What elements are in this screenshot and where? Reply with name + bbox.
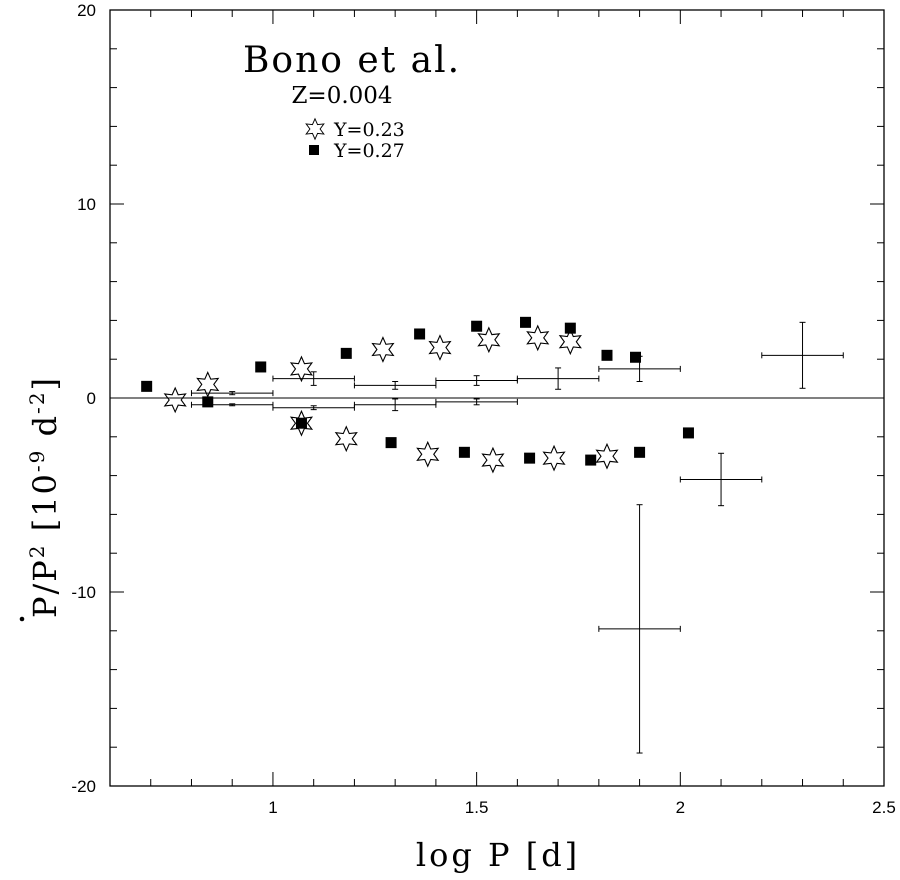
legend: Y=0.23 Y=0.27 [305, 118, 405, 162]
x-tick-label: 2.5 [872, 798, 896, 817]
square-point [385, 437, 397, 449]
x-tick-label: 1 [268, 798, 277, 817]
y-tick-label: -10 [71, 583, 96, 602]
error-bar [435, 398, 518, 406]
axis-ticks [109, 9, 885, 787]
star-point [164, 387, 187, 413]
square-point [471, 320, 483, 332]
square-point [414, 328, 426, 340]
square-point [141, 380, 153, 392]
legend-star-marker [305, 118, 325, 140]
error-bar [353, 398, 437, 412]
error-bar [272, 371, 355, 386]
square-point [634, 446, 646, 458]
y-label-exp: 2 [25, 543, 49, 558]
square-point [630, 351, 642, 363]
error-bar [353, 381, 437, 390]
star-point [481, 447, 504, 473]
square-point [524, 452, 536, 464]
square-point [340, 347, 352, 359]
y-label-close: ] [26, 376, 64, 390]
star-point [596, 443, 618, 469]
square-point [601, 349, 613, 361]
square-point [682, 427, 694, 439]
y-label-dot [19, 616, 25, 622]
x-tick-label: 2 [676, 798, 685, 817]
error-bar [435, 375, 518, 386]
error-bar [761, 321, 844, 389]
star-point [335, 426, 358, 452]
error-bar [190, 390, 274, 397]
star-point [543, 445, 565, 471]
square-point [458, 446, 470, 458]
square-point [520, 316, 532, 328]
star-point [416, 441, 439, 467]
y-tick-label: 0 [87, 389, 96, 408]
chart-title: Bono et al. [243, 40, 461, 81]
chart-subtitle: Z=0.004 [291, 83, 392, 109]
legend-square-marker [309, 145, 319, 155]
error-bars [190, 321, 844, 754]
y-axis-title: P/P2 [10-9 d-2] [19, 376, 64, 622]
x-axis-title: log P [d] [416, 836, 580, 874]
legend-label-y023: Y=0.23 [333, 119, 405, 141]
legend-label-y027: Y=0.27 [333, 140, 405, 162]
square-point [295, 417, 307, 429]
y-label-exp3: -2 [25, 390, 49, 413]
y-label-prefix: P/P [26, 558, 64, 618]
data-points [141, 316, 694, 473]
y-label-exp2: -9 [25, 449, 49, 472]
star-point [526, 325, 549, 351]
svg-text:P/P2 [10-9 d-2]: P/P2 [10-9 d-2] [25, 376, 64, 618]
error-bar [272, 404, 355, 411]
y-label-bracket: [10 [26, 472, 64, 531]
star-point [290, 356, 313, 382]
y-tick-label: 20 [77, 1, 96, 20]
square-point [255, 361, 267, 373]
y-tick-label: 10 [77, 195, 96, 214]
error-bar [679, 452, 763, 507]
y-tick-label: -20 [71, 777, 96, 796]
x-tick-label: 1.5 [465, 798, 489, 817]
y-label-unit: d [26, 414, 64, 436]
star-point [371, 336, 394, 363]
tick-labels: 1 1.5 2 2.5 -20 -10 0 10 20 [71, 1, 895, 817]
square-point [202, 396, 214, 408]
square-point [585, 454, 597, 466]
error-bar [598, 504, 681, 754]
square-point [564, 322, 576, 334]
error-bar [516, 367, 600, 390]
star-point [429, 335, 451, 361]
